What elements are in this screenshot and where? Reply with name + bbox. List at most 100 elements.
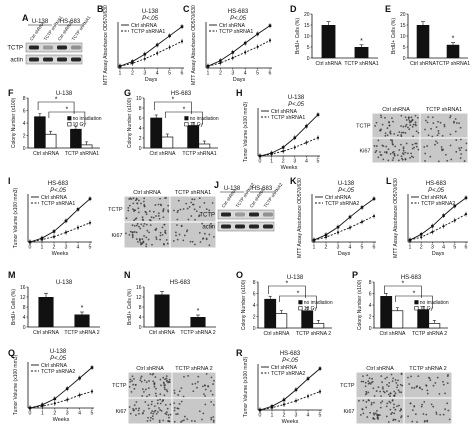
ihc-nucleus <box>442 383 445 386</box>
ihc-nucleus <box>449 114 452 117</box>
ihc-nucleus <box>450 158 453 161</box>
ihc-nucleus <box>201 222 204 225</box>
x-tick-label: 2 <box>283 413 286 419</box>
panel-letter: J <box>214 180 219 190</box>
y-axis-label: Colony Number (x100) <box>241 280 247 331</box>
ihc-nucleus <box>397 389 400 392</box>
ihc-nucleus <box>460 146 463 149</box>
ihc-nucleus <box>151 415 154 418</box>
ihc-nucleus <box>148 218 151 221</box>
legend-label: no irradiation <box>420 300 449 306</box>
ihc-nucleus <box>454 118 457 120</box>
ihc-nucleus <box>375 149 378 152</box>
ihc-nucleus <box>162 216 165 219</box>
ihc-nucleus <box>366 374 369 377</box>
ihc-nucleus <box>449 144 452 147</box>
x-tick-label: 5 <box>89 245 92 251</box>
ihc-nucleus <box>197 375 200 378</box>
ihc-nucleus <box>164 229 167 232</box>
y-axis-label: BrdU+ Cells (%) <box>391 18 397 54</box>
ihc-nucleus <box>387 421 390 423</box>
ihc-nucleus <box>389 153 392 155</box>
x-tick-label: Ctrl shRNA <box>33 330 59 336</box>
ihc-nucleus <box>435 140 437 143</box>
chart-title: U-138 <box>288 95 305 101</box>
bar <box>391 310 404 329</box>
x-tick-label: TCTP shRNA 2 <box>64 330 99 336</box>
ihc-nucleus <box>131 231 134 234</box>
ihc-nucleus <box>145 381 148 384</box>
bar <box>275 313 288 329</box>
ihc-nucleus <box>396 384 399 387</box>
ihc-nucleus <box>191 198 194 201</box>
ihc-nucleus <box>392 377 395 380</box>
ihc-nucleus <box>194 218 196 221</box>
significance-star: * <box>183 107 186 114</box>
ihc-nucleus <box>391 380 394 383</box>
ihc-image <box>372 113 420 138</box>
ihc-nucleus <box>193 208 196 211</box>
ihc-nucleus <box>154 409 157 412</box>
ihc-nucleus <box>182 239 185 242</box>
ihc-nucleus <box>198 231 201 234</box>
p-value: P<.05 <box>142 16 159 22</box>
ihc-nucleus <box>407 116 410 119</box>
ihc-nucleus <box>176 407 179 410</box>
significance-star: * <box>55 97 58 104</box>
panel-letter: K <box>290 176 297 186</box>
x-axis-label: Weeks <box>52 251 69 257</box>
ihc-nucleus <box>132 383 135 386</box>
ihc-nucleus <box>404 132 407 134</box>
ihc-nucleus <box>430 127 432 130</box>
ihc-nucleus <box>194 382 197 385</box>
ihc-nucleus <box>397 159 400 162</box>
ihc-nucleus <box>389 408 392 411</box>
ihc-nucleus <box>390 413 393 415</box>
ihc-nucleus <box>127 207 130 209</box>
ihc-nucleus <box>437 120 440 123</box>
x-tick-label: 3 <box>337 245 340 251</box>
panel-letter: O <box>236 270 243 280</box>
ihc-nucleus <box>147 238 150 241</box>
ihc-nucleus <box>165 377 168 380</box>
ihc-nucleus <box>394 392 397 395</box>
y-tick-label: 10 <box>136 96 142 102</box>
ihc-nucleus <box>401 158 404 161</box>
blot-band <box>29 45 39 50</box>
ihc-nucleus <box>182 395 185 398</box>
chart-title: U-138 <box>50 349 67 355</box>
panel-letter: F <box>8 88 14 98</box>
ihc-nucleus <box>425 413 428 416</box>
panel-letter: A <box>22 13 29 23</box>
ihc-nucleus <box>178 390 181 393</box>
ihc-nucleus <box>176 224 178 226</box>
x-axis-label: Days <box>145 77 158 83</box>
ihc-nucleus <box>426 389 429 392</box>
x-tick-label: 1 <box>270 159 273 165</box>
p-value: P<.05 <box>50 356 67 362</box>
ihc-nucleus <box>207 385 210 388</box>
ihc-nucleus <box>412 156 415 159</box>
bar <box>38 297 54 327</box>
ihc-nucleus <box>375 145 378 147</box>
ihc-nucleus <box>391 159 394 162</box>
y-axis-label: BrdU+ Cells (%) <box>127 289 133 325</box>
ihc-nucleus <box>210 416 213 419</box>
significance-bracket <box>279 295 317 308</box>
ihc-nucleus <box>374 412 377 415</box>
ihc-nucleus <box>446 375 449 378</box>
x-tick-label: TCTP shRNA1 <box>436 61 470 67</box>
ihc-nucleus <box>393 412 396 415</box>
ihc-nucleus <box>197 381 199 383</box>
ihc-nucleus <box>385 145 388 148</box>
x-tick-label: 4 <box>78 411 81 417</box>
ihc-nucleus <box>394 408 397 411</box>
ihc-nucleus <box>180 225 183 228</box>
ihc-nucleus <box>178 403 181 405</box>
ihc-nucleus <box>413 405 416 408</box>
ihc-nucleus <box>372 412 375 415</box>
ihc-nucleus <box>212 421 215 423</box>
ihc-nucleus <box>187 218 190 221</box>
ihc-nucleus <box>157 215 160 217</box>
ihc-nucleus <box>373 413 376 416</box>
